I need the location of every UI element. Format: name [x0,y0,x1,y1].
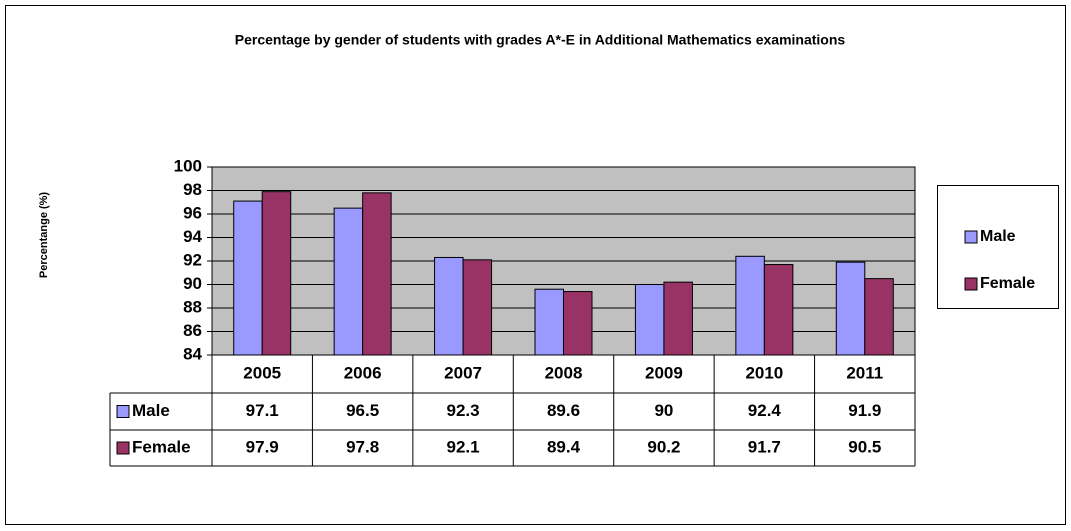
table-cell: 91.9 [848,401,881,420]
bar [534,288,564,356]
table-legend-key [116,441,130,455]
table-cell: 92.1 [447,437,480,456]
table-row-header: Male [132,401,170,420]
table-cell: 90 [654,401,673,420]
table-header: 2008 [545,363,583,382]
y-tick-label: 94 [183,227,202,246]
legend-key [964,277,978,291]
bar [462,259,493,356]
bar [563,291,593,356]
legend-key [964,230,978,244]
y-tick-label: 96 [183,203,202,222]
table-cell: 92.3 [447,401,480,420]
chart-title: Percentage by gender of students with gr… [235,32,846,48]
table-row-header: Female [132,437,191,456]
y-tick-label: 100 [174,156,202,175]
table-cell: 97.8 [346,437,379,456]
y-tick-label: 92 [183,250,202,269]
legend-label: Male [980,228,1016,245]
table-cell: 90.5 [848,437,881,456]
bar [835,261,866,356]
legend-box [937,185,1059,309]
table-cell: 91.7 [748,437,781,456]
table-cell: 92.4 [748,401,782,420]
table-header: 2010 [745,363,783,382]
table-header: 2011 [846,363,883,382]
table-header: 2005 [243,363,281,382]
bar [663,281,693,356]
table-header: 2009 [645,363,683,382]
y-tick-label: 98 [183,180,202,199]
table-cell: 90.2 [647,437,680,456]
bar [864,278,894,356]
table-header: 2006 [344,363,382,382]
legend-label: Female [980,275,1035,292]
y-tick-label: 84 [183,344,202,363]
bar [763,264,794,356]
table-header: 2007 [444,363,482,382]
table-cell: 97.1 [246,401,279,420]
bar [434,256,464,356]
bar [634,284,665,356]
bar [233,200,263,356]
table-cell: 97.9 [246,437,279,456]
table-cell: 96.5 [346,401,379,420]
bar [735,255,765,356]
y-axis-label: Percentange (%) [38,192,50,279]
table-cell: 89.4 [547,437,581,456]
bar [261,191,292,356]
bar [333,207,364,356]
y-tick-label: 88 [183,297,202,316]
table-legend-key [116,405,130,418]
table-cell: 89.6 [547,401,580,420]
y-tick-label: 86 [183,321,202,340]
y-tick-label: 90 [183,274,202,293]
bar [362,192,392,356]
